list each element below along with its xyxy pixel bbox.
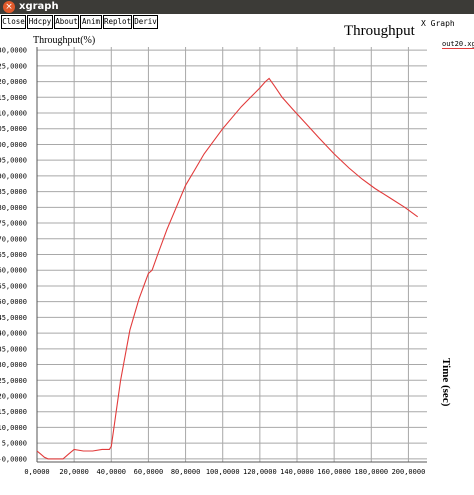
y-tick-label: 115,0000 <box>0 94 27 102</box>
y-tick-label: 45,0000 <box>0 314 27 322</box>
y-tick-label: 100,0000 <box>0 141 27 149</box>
y-tick-label: 15,0000 <box>0 408 27 416</box>
close-button[interactable]: Close <box>1 15 26 29</box>
window-titlebar: × xgraph <box>0 0 474 14</box>
about-button[interactable]: About <box>54 15 79 29</box>
x-tick-label: 200,0000 <box>392 468 426 476</box>
replot-button[interactable]: Replot <box>103 15 132 29</box>
y-tick-label: 40,0000 <box>0 330 27 338</box>
deriv-button[interactable]: Deriv <box>133 15 158 29</box>
y-tick-label: 70,0000 <box>0 235 27 243</box>
y-tick-label: 20,0000 <box>0 392 27 400</box>
y-tick-label: 35,0000 <box>0 345 27 353</box>
y-tick-label: 65,0000 <box>0 251 27 259</box>
y-tick-label: 85,0000 <box>0 188 27 196</box>
window-close-icon[interactable]: × <box>3 1 15 13</box>
y-tick-label: 50,0000 <box>0 298 27 306</box>
x-tick-label: 40,0000 <box>97 468 127 476</box>
y-tick-label: 25,0000 <box>0 377 27 385</box>
y-tick-label: 80,0000 <box>0 204 27 212</box>
x-tick-label: 0,0000 <box>24 468 49 476</box>
chart-title: Throughput <box>344 23 415 39</box>
x-tick-label: 140,0000 <box>280 468 314 476</box>
x-tick-label: 100,0000 <box>206 468 240 476</box>
x-tick-label: 60,0000 <box>134 468 164 476</box>
xgraph-header-label: X Graph <box>421 19 455 28</box>
y-axis-label: Throughput(%) <box>33 35 96 46</box>
toolbar: Close Hdcpy About Anim Replot Deriv <box>0 14 474 30</box>
y-tick-label: 110,0000 <box>0 110 27 118</box>
series-line <box>36 77 419 460</box>
y-tick-label: 60,0000 <box>0 267 27 275</box>
x-tick-label: 160,0000 <box>317 468 351 476</box>
y-tick-label: 30,0000 <box>0 361 27 369</box>
y-tick-label: -0,0000 <box>0 455 27 463</box>
x-tick-label: 120,0000 <box>243 468 277 476</box>
y-tick-label: 55,0000 <box>0 282 27 290</box>
window-title: xgraph <box>19 1 59 12</box>
x-tick-label: 80,0000 <box>171 468 201 476</box>
y-tick-label: 120,0000 <box>0 78 27 86</box>
y-tick-label: 75,0000 <box>0 220 27 228</box>
hdcpy-button[interactable]: Hdcpy <box>27 15 53 29</box>
y-tick-label: 95,0000 <box>0 157 27 165</box>
legend-series-label: out20.xg <box>442 40 474 48</box>
x-tick-label: 180,0000 <box>354 468 388 476</box>
anim-button[interactable]: Anim <box>80 15 102 29</box>
y-tick-label: 105,0000 <box>0 125 27 133</box>
y-tick-label: 10,0000 <box>0 424 27 432</box>
y-tick-label: 5,0000 <box>2 440 27 448</box>
x-tick-label: 20,0000 <box>59 468 89 476</box>
y-tick-label: 125,0000 <box>0 62 27 70</box>
y-tick-label: 130,0000 <box>0 47 27 55</box>
y-tick-label: 90,0000 <box>0 172 27 180</box>
legend-series-swatch <box>442 48 474 49</box>
